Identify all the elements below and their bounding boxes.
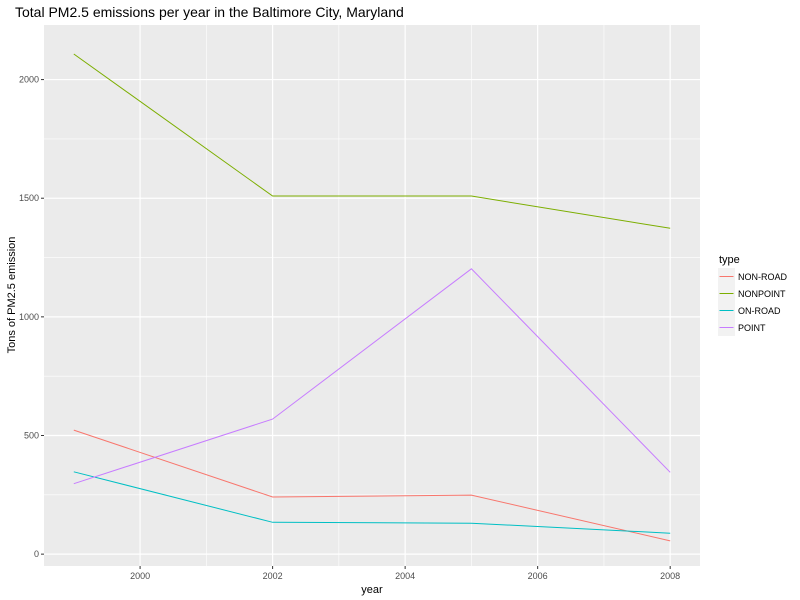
major-gridlines: [44, 25, 700, 566]
x-tick-label: 2004: [395, 571, 415, 581]
x-tick-label: 2002: [263, 571, 283, 581]
x-tick-label: 2008: [660, 571, 680, 581]
x-axis-ticks: 2000 2002 2004 2006 2008: [130, 566, 680, 581]
y-tick-label: 1500: [19, 193, 39, 203]
series-line-non-road: [73, 429, 671, 542]
chart-title: Total PM2.5 emissions per year in the Ba…: [15, 4, 404, 20]
x-tick-label: 2000: [130, 571, 150, 581]
y-axis-title: Tons of PM2.5 emission: [6, 237, 18, 354]
y-tick-label: 500: [24, 430, 39, 440]
legend-title: type: [719, 254, 740, 266]
series-line-on-road: [73, 471, 671, 534]
series-line-nonpoint: [73, 53, 671, 229]
y-tick-label: 2000: [19, 75, 39, 85]
legend: type NON-ROAD NONPOINT ON-ROAD POINT: [718, 254, 787, 336]
legend-label-on-road: ON-ROAD: [738, 306, 781, 316]
y-axis-ticks: 0 500 1000 1500 2000: [19, 75, 44, 559]
series-line-point: [73, 268, 671, 485]
x-axis-title: year: [361, 584, 383, 596]
legend-label-point: POINT: [738, 323, 766, 333]
plot-panel: [44, 25, 700, 566]
legend-label-nonpoint: NONPOINT: [738, 289, 786, 299]
y-tick-label: 1000: [19, 312, 39, 322]
legend-label-non-road: NON-ROAD: [738, 272, 787, 282]
series-lines: [73, 53, 671, 542]
x-tick-label: 2006: [528, 571, 548, 581]
minor-gridlines: [44, 25, 700, 566]
y-tick-label: 0: [34, 549, 39, 559]
